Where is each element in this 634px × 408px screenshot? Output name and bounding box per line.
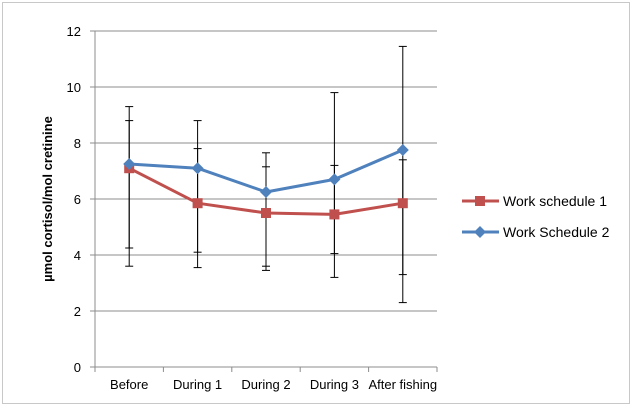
y-tick-label-2: 2 — [74, 304, 81, 319]
legend-label: Work Schedule 2 — [503, 224, 610, 240]
y-tick-label-0: 0 — [74, 360, 81, 375]
chart-frame: 0 2 4 6 8 10 12 Before During 1 During 2 During 3… — [2, 2, 630, 404]
data-point — [328, 173, 341, 186]
data-point — [260, 186, 272, 198]
legend-label: Work schedule 1 — [503, 193, 607, 209]
legend-entry-2: Work Schedule 2 — [462, 224, 610, 240]
x-tick-label: After fishing — [368, 377, 437, 392]
y-tick-label-4: 4 — [74, 248, 81, 263]
error-bar — [125, 106, 134, 267]
y-axis-label: µmol cortisol/mol cretinine — [40, 116, 55, 282]
legend-swatch-marker — [475, 196, 485, 206]
data-point — [123, 158, 136, 170]
x-tick-label: During 3 — [310, 377, 359, 392]
y-tick-label-12: 12 — [67, 24, 81, 39]
legend-entry-1: Work schedule 1 — [462, 193, 607, 209]
data-point — [261, 208, 271, 218]
legend-swatch-marker — [474, 226, 486, 238]
x-tick-label: Before — [110, 377, 148, 392]
data-point — [329, 209, 340, 220]
error-bar — [398, 45, 407, 304]
data-point — [396, 144, 409, 156]
data-point — [192, 198, 203, 209]
data-point — [191, 162, 204, 175]
x-tick-label: During 1 — [173, 377, 222, 392]
y-tick-label-6: 6 — [74, 192, 81, 207]
y-tick-label-8: 8 — [74, 136, 81, 151]
line-chart: 0 2 4 6 8 10 12 Before During 1 During 2 During 3… — [40, 24, 610, 392]
x-tick-label: During 2 — [241, 377, 290, 392]
error-bar — [193, 120, 202, 269]
data-point — [397, 198, 408, 209]
y-tick-label-10: 10 — [67, 80, 81, 95]
